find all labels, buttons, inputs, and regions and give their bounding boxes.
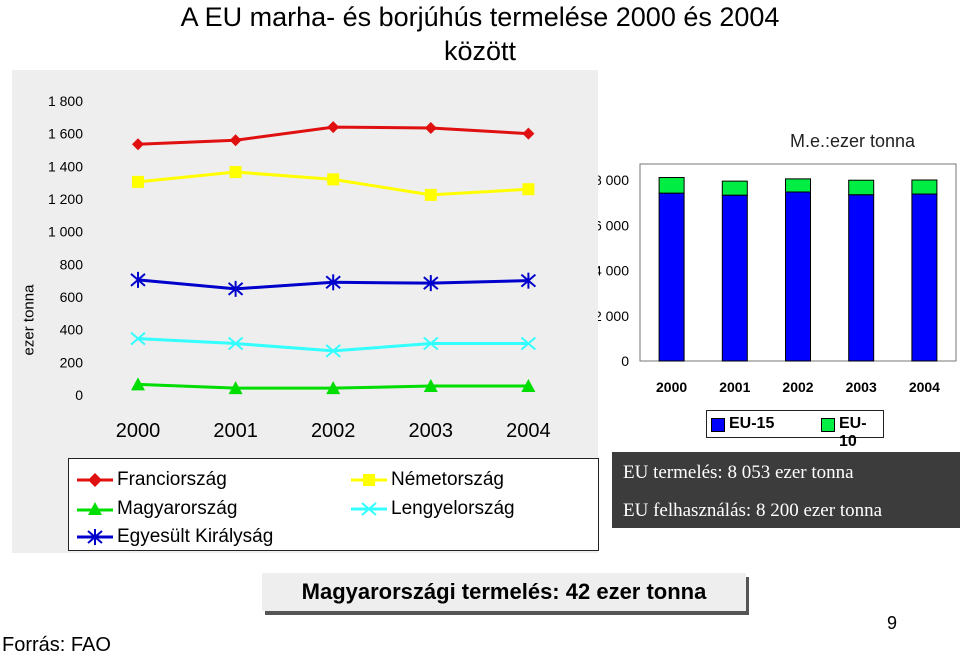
- data-point: [424, 188, 437, 201]
- y-tick-label: 1 200: [48, 191, 83, 207]
- eu-consumption-text: EU felhasználás: 8 200 ezer tonna: [623, 500, 883, 521]
- data-point: [326, 381, 341, 395]
- data-point: [227, 280, 244, 297]
- series-line: [137, 337, 529, 353]
- x-tick-label: 2004: [506, 420, 551, 442]
- data-point: [130, 331, 146, 346]
- x-tick-label: 2002: [311, 420, 356, 442]
- bar-segment: [658, 177, 685, 194]
- y-tick-label: 800: [60, 256, 84, 272]
- data-point: [423, 275, 439, 292]
- x-tick-label: 2003: [409, 420, 454, 442]
- bar-chart: 0 2 000 4 000 6 000 8 000 2000 2001 2002 2003 200…: [598, 163, 957, 395]
- legend-marker-asterisk-icon: [77, 529, 113, 545]
- y-tick-label: 1 400: [48, 158, 83, 174]
- legend-label-eu10: EU-10: [839, 415, 867, 450]
- data-point: [229, 166, 242, 179]
- legend-label-eu15: EU-15: [729, 415, 775, 432]
- x-tick-label: 2000: [116, 420, 161, 442]
- data-point: [131, 377, 145, 391]
- line-chart: 0 200 400 600 800 1 000 1 200 1 400 1 600 1 800 20…: [48, 93, 551, 442]
- data-point: [423, 379, 438, 393]
- bar-segment: [785, 178, 811, 193]
- page-number: 9: [887, 613, 898, 633]
- unit-note: M.e.:ezer tonna: [790, 131, 916, 151]
- legend-swatch-eu15: [711, 418, 725, 432]
- data-point: [520, 336, 537, 351]
- legend-marker-x-icon: [351, 502, 387, 516]
- legend-marker-triangle-icon: [77, 502, 113, 515]
- line-chart-legend: Franciország Németország Magyarország Le…: [68, 458, 599, 551]
- hungary-production-note: Magyarországi termelés: 42 ezer tonna: [262, 573, 746, 611]
- y-tick-label: 4 000: [598, 263, 629, 279]
- data-point: [228, 381, 243, 395]
- y-tick-label: 400: [60, 322, 84, 338]
- y-tick-label: 1 000: [48, 224, 83, 240]
- legend-marker-square-icon: [351, 474, 387, 486]
- data-point: [327, 121, 340, 134]
- data-point: [229, 134, 242, 147]
- data-point: [227, 336, 244, 351]
- y-tick-label: 1 600: [48, 126, 83, 142]
- y-tick-label: 0: [75, 387, 83, 403]
- y-tick-label: 1 800: [48, 93, 83, 109]
- data-point: [132, 138, 144, 151]
- source-note: Forrás: FAO: [2, 634, 111, 656]
- bar-segment: [658, 192, 685, 362]
- legend-label: Németország: [391, 469, 504, 490]
- x-tick-label: 2002: [782, 379, 813, 395]
- legend-label: Franciország: [117, 469, 227, 490]
- y-tick-label: 600: [60, 289, 84, 305]
- bar-segment: [785, 191, 811, 362]
- data-point: [423, 336, 439, 351]
- data-point: [325, 274, 341, 291]
- x-tick-label: 2004: [909, 379, 940, 395]
- y-tick-label: 0: [621, 353, 629, 369]
- legend-marker-diamond-icon: [77, 473, 113, 487]
- eu-info-box: EU termelés: 8 053 ezer tonna EU felhasz…: [612, 452, 960, 528]
- data-point: [130, 271, 146, 288]
- data-point: [522, 127, 535, 140]
- x-tick-label: 2003: [846, 379, 877, 395]
- x-tick-label: 2001: [719, 379, 750, 395]
- data-point: [522, 183, 535, 196]
- data-point: [325, 344, 341, 358]
- legend-label: Magyarország: [117, 498, 238, 519]
- legend-swatch-eu10: [821, 418, 835, 432]
- legend-label: Egyesült Királyság: [117, 526, 274, 547]
- data-point: [520, 272, 537, 289]
- title-line-2: között: [443, 36, 517, 66]
- bar-segment: [848, 179, 875, 196]
- x-tick-label: 2001: [213, 420, 258, 442]
- y-tick-label: 6 000: [598, 217, 629, 233]
- y-tick-label: 2 000: [598, 308, 629, 324]
- y-tick-label: 200: [60, 354, 84, 370]
- bar-segment: [721, 180, 748, 196]
- bar-segment: [848, 194, 875, 362]
- bar-segment: [911, 179, 938, 195]
- legend-label: Lengyelország: [391, 498, 515, 519]
- bar-segment: [911, 193, 938, 362]
- x-tick-label: 2000: [656, 379, 687, 395]
- bar-segment: [721, 194, 748, 362]
- data-point: [521, 379, 536, 393]
- data-point: [327, 173, 340, 186]
- eu-production-text: EU termelés: 8 053 ezer tonna: [623, 462, 854, 483]
- data-point: [132, 175, 144, 188]
- y-tick-label: 8 000: [598, 172, 629, 188]
- page-title: A EU marha- és borjúhús termelése 2000 é…: [0, 0, 960, 68]
- bar-chart-legend: EU-15 EU-10: [706, 410, 884, 450]
- data-point: [424, 121, 437, 134]
- title-line-1: A EU marha- és borjúhús termelése 2000 é…: [180, 2, 780, 32]
